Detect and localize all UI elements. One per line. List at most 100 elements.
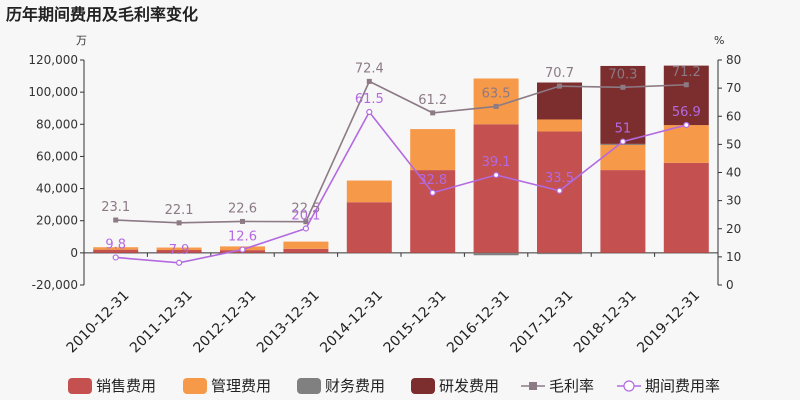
left-tick-label: 100,000 <box>28 85 78 99</box>
left-tick-label: -20,000 <box>32 278 78 292</box>
data-label: 23.1 <box>101 200 130 215</box>
bar-segment <box>663 162 709 253</box>
right-tick-label: 70 <box>726 81 741 95</box>
left-tick-label: 0 <box>70 246 78 260</box>
bar-segment <box>600 170 646 253</box>
right-axis-unit: % <box>714 34 724 47</box>
data-point <box>430 110 436 116</box>
bar-segment <box>410 170 456 253</box>
chart-title: 历年期间费用及毛利率变化 <box>6 5 198 24</box>
bar-segment <box>537 82 582 120</box>
x-tick-label: 2016-12-31 <box>444 288 513 357</box>
legend-marker <box>529 382 537 390</box>
right-tick-label: 30 <box>726 194 741 208</box>
data-point <box>683 121 690 129</box>
data-label: 56.9 <box>672 105 701 120</box>
data-labels: 23.1 22.1 22.6 22.5 72.4 61.2 63.5 70.7 70.3 71.2… <box>101 61 701 257</box>
left-tick-label: 60,000 <box>36 149 78 163</box>
lines <box>112 78 690 266</box>
data-label: 51 <box>615 122 632 137</box>
bar-segment <box>156 249 202 253</box>
legend-swatch <box>411 378 435 394</box>
data-label: 32.8 <box>418 173 447 188</box>
bar-segment <box>346 180 392 203</box>
x-tick-label: 2018-12-31 <box>571 288 640 357</box>
right-tick-label: 0 <box>726 278 734 292</box>
data-point <box>366 108 373 116</box>
x-tick-label: 2010-12-31 <box>64 288 133 357</box>
bar-segment <box>473 252 519 256</box>
legend-swatch <box>68 378 92 394</box>
left-tick-label: 80,000 <box>36 117 78 131</box>
data-point <box>239 246 246 253</box>
left-tick-label: 120,000 <box>28 53 78 67</box>
data-point <box>303 219 309 225</box>
data-point <box>112 254 119 261</box>
left-tick-label: 40,000 <box>36 182 78 196</box>
bar-segment <box>537 119 582 132</box>
data-label: 9.8 <box>105 237 126 252</box>
bar-segment <box>93 247 139 250</box>
legend-label: 财务费用 <box>325 377 385 395</box>
data-point <box>493 103 499 109</box>
data-label: 12.6 <box>228 230 257 245</box>
x-tick-label: 2011-12-31 <box>127 288 196 357</box>
data-label: 33.5 <box>545 171 574 186</box>
right-tick-label: 80 <box>726 53 741 67</box>
legend-swatch <box>297 378 321 394</box>
bar-segment <box>473 124 519 253</box>
data-label: 7.9 <box>169 243 190 258</box>
data-label: 22.5 <box>291 202 320 217</box>
data-label: 61.2 <box>418 93 447 108</box>
bar-segment <box>663 65 709 126</box>
x-tick-label: 2015-12-31 <box>381 288 450 357</box>
right-tick-label: 10 <box>726 250 741 264</box>
data-point <box>557 83 562 89</box>
x-tick-label: 2014-12-31 <box>317 288 386 357</box>
bar-segment <box>410 129 456 171</box>
data-label: 63.5 <box>482 86 511 101</box>
data-point <box>240 218 245 224</box>
data-label: 39.1 <box>482 155 511 170</box>
data-point <box>429 189 436 196</box>
data-point <box>302 225 309 232</box>
data-point <box>493 171 500 179</box>
data-point <box>556 187 563 194</box>
bar-segment <box>600 144 646 171</box>
data-label: 20.1 <box>291 208 320 223</box>
data-point <box>620 84 626 90</box>
legend-label: 毛利率 <box>549 377 594 395</box>
x-tick-label: 2019-12-31 <box>634 288 703 357</box>
left-axis-unit: 万 <box>76 34 87 47</box>
bar-segment <box>283 241 329 249</box>
right-tick-label: 20 <box>726 222 741 236</box>
series-line <box>115 80 687 224</box>
data-point <box>176 220 182 226</box>
data-label: 71.2 <box>672 65 701 80</box>
left-tick-label: 20,000 <box>36 214 78 228</box>
right-tick-label: 50 <box>726 137 741 151</box>
x-tick-label: 2012-12-31 <box>190 288 259 357</box>
data-label: 61.5 <box>355 92 384 107</box>
bar-segment <box>93 249 139 253</box>
legend-swatch <box>183 378 207 394</box>
legend-label: 研发费用 <box>439 377 499 395</box>
data-point <box>113 217 119 223</box>
data-label: 22.1 <box>165 203 194 218</box>
x-tick-label: 2013-12-31 <box>254 288 323 357</box>
bar-segment <box>600 65 646 144</box>
bar-segment <box>346 202 392 253</box>
data-label: 22.6 <box>228 201 257 216</box>
data-label: 70.7 <box>545 66 574 81</box>
legend: 销售费用 管理费用 财务费用 研发费用 毛利率 期间费用率 <box>68 377 720 395</box>
legend-label: 销售费用 <box>96 377 156 395</box>
legend-label: 管理费用 <box>211 377 271 395</box>
data-point <box>176 259 183 266</box>
bar-segment <box>663 125 709 163</box>
legend-label: 期间费用率 <box>645 377 720 395</box>
series-line <box>115 110 687 264</box>
data-label: 70.3 <box>608 67 637 82</box>
bar-segment <box>283 248 329 253</box>
right-tick-label: 40 <box>726 166 741 180</box>
